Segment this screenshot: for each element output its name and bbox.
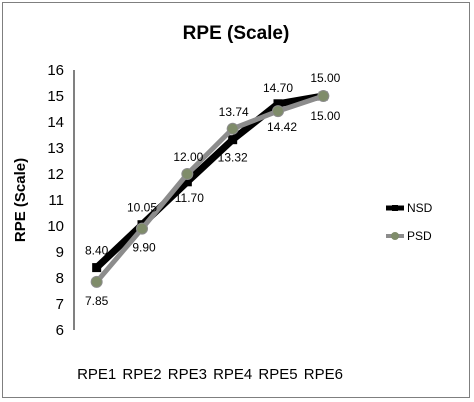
data-label-psd: 7.85 (85, 294, 109, 308)
x-tick-label: RPE5 (258, 366, 297, 383)
data-label-psd: 12.00 (173, 150, 203, 164)
series-line-psd (94, 93, 326, 285)
data-label-psd: 14.42 (267, 120, 297, 134)
data-label-nsd: 14.70 (263, 81, 293, 95)
data-label-nsd: 13.32 (218, 151, 248, 165)
data-label-psd: 9.90 (132, 241, 156, 255)
x-tick-label: RPE2 (122, 366, 161, 383)
y-tick-label: 9 (56, 244, 64, 261)
y-tick-label: 6 (56, 322, 64, 339)
legend-label: NSD (407, 201, 433, 215)
x-tick-label: RPE1 (77, 366, 116, 383)
y-tick-label: 14 (47, 114, 64, 131)
series-group (90, 90, 330, 288)
chart-frame (2, 2, 470, 398)
x-tick-label: RPE6 (304, 366, 343, 383)
y-tick-label: 7 (56, 296, 64, 313)
data-point-psd (317, 90, 330, 102)
data-label-nsd: 8.40 (85, 244, 109, 258)
y-tick-label: 16 (47, 62, 64, 79)
data-point-psd (272, 105, 284, 118)
data-point-psd (181, 168, 194, 180)
data-point-nsd (92, 263, 102, 273)
data-label-nsd: 10.05 (127, 201, 157, 215)
series-line-nsd (93, 92, 327, 272)
data-point-psd (90, 275, 103, 288)
data-label-psd: 13.74 (219, 105, 249, 119)
data-point-psd (136, 222, 148, 235)
x-tick-label: RPE3 (168, 366, 207, 383)
y-tick-label: 12 (47, 166, 64, 183)
data-point-psd (226, 122, 239, 135)
y-tick-label: 8 (56, 270, 64, 287)
legend-label: PSD (407, 229, 432, 243)
data-point-nsd (273, 99, 283, 109)
x-tick-label: RPE4 (213, 366, 252, 383)
data-labels: 8.40 10.05 11.70 13.32 14.70 15.00 7.85 9.90 12.… (85, 71, 341, 308)
y-tick-label: 13 (47, 140, 64, 157)
x-axis-ticks: RPE1 RPE2 RPE3 RPE4 RPE5 RPE6 (77, 366, 343, 383)
data-point-nsd (182, 177, 192, 187)
data-label-psd: 15.00 (310, 109, 340, 123)
data-point-nsd (228, 135, 238, 145)
y-axis-label: RPE (Scale) (12, 158, 29, 242)
legend-marker (391, 232, 399, 240)
data-label-nsd: 11.70 (175, 191, 204, 205)
y-tick-label: 10 (47, 218, 64, 235)
data-label-nsd: 15.00 (310, 71, 340, 85)
y-axis-ticks: 6 7 8 9 10 11 12 13 14 15 16 (47, 62, 64, 339)
legend-marker (392, 205, 398, 211)
chart-title: RPE (Scale) (183, 23, 290, 44)
y-tick-label: 15 (47, 88, 64, 105)
legend: NSD PSD (386, 201, 433, 243)
y-tick-label: 11 (48, 192, 64, 209)
